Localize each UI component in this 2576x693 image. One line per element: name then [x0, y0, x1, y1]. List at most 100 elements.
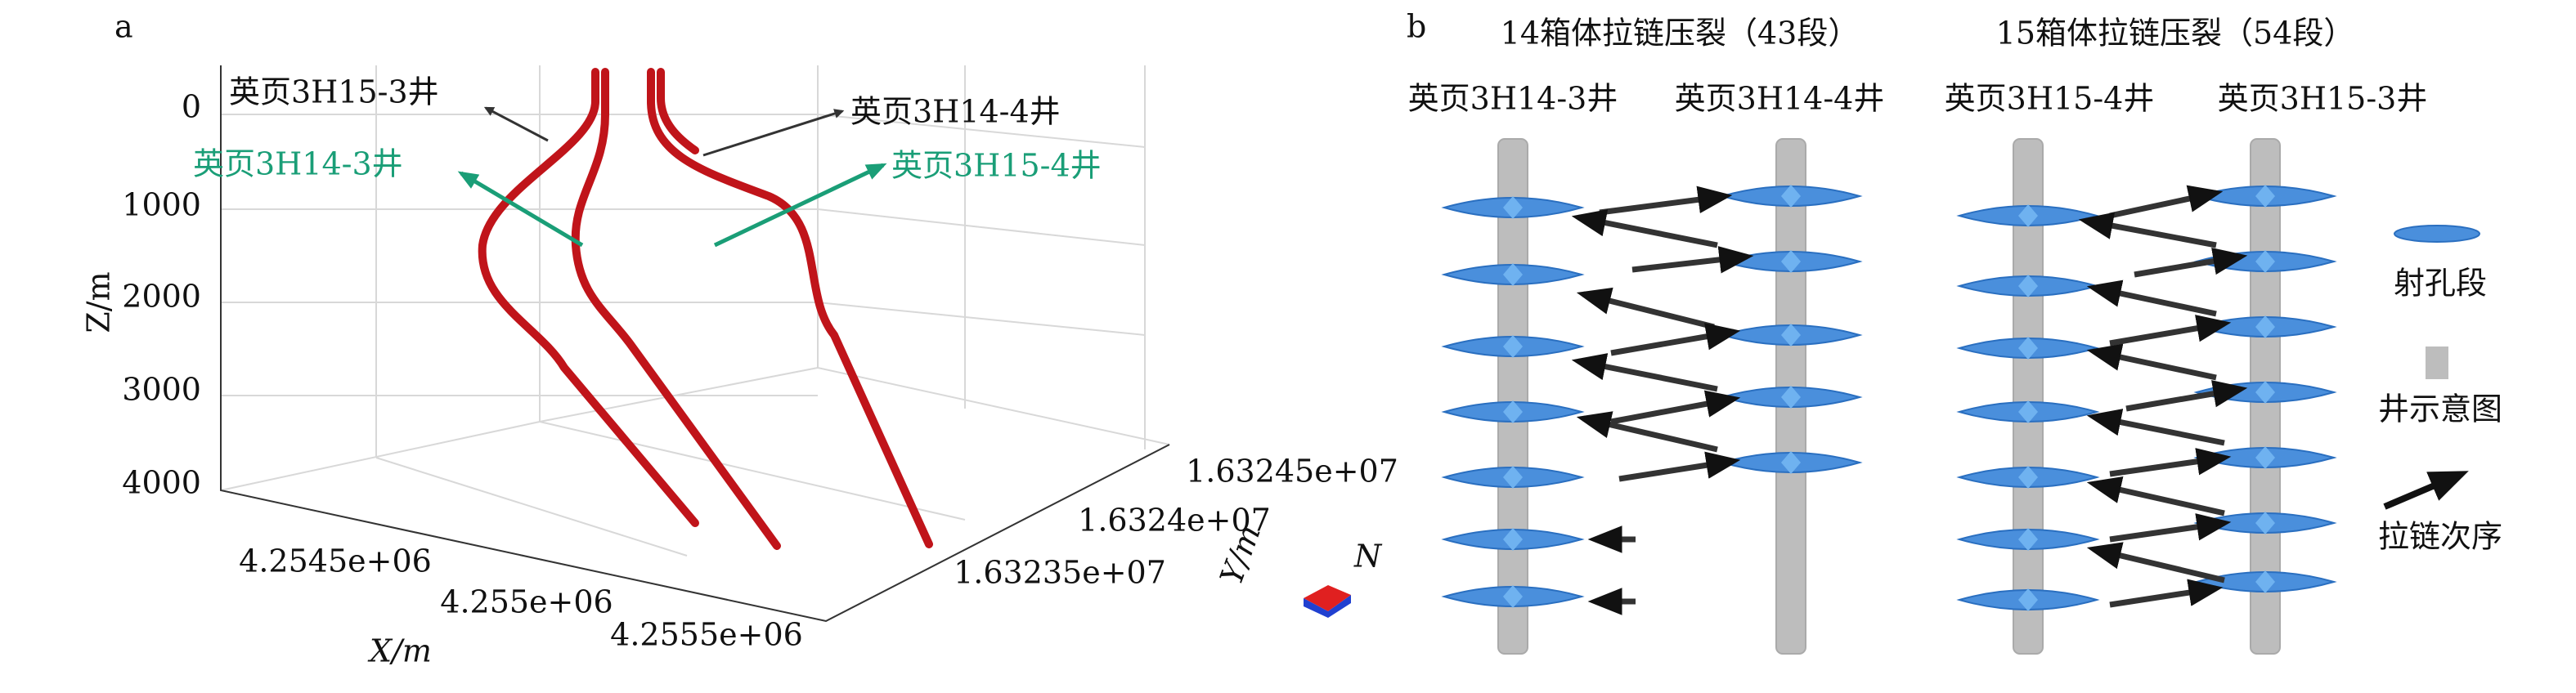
zipper-arrow	[2078, 212, 2217, 248]
perforation-core	[1503, 466, 1523, 489]
perforation-core	[1781, 185, 1801, 208]
perforation-core	[1503, 263, 1523, 286]
zipper-arrow	[1571, 209, 1718, 248]
perforation-core	[2018, 337, 2038, 360]
z-tick-label: 0	[182, 89, 201, 125]
zipper-arrow	[1576, 287, 1715, 330]
annotation: 英页3H14-4井	[850, 94, 1061, 130]
x-tick-label: 4.2545e+06	[239, 543, 432, 579]
zipper-arrow	[1610, 390, 1741, 425]
legend-perforation	[2394, 225, 2480, 243]
zipper-arrow	[2109, 513, 2232, 543]
perforation-core	[1503, 528, 1523, 551]
perforation-core	[1503, 400, 1523, 423]
legend-label: 井示意图	[2378, 391, 2502, 427]
zipper-arrows	[1571, 185, 2248, 615]
perforation-core	[2255, 185, 2275, 208]
annotation: 英页3H14-3井	[193, 146, 403, 182]
perforation-core	[2018, 204, 2038, 227]
legend: 射孔段 井示意图 拉链次序	[2378, 225, 2502, 555]
zipper-arrow	[1576, 411, 1718, 453]
perforation-core	[2018, 588, 2038, 611]
perforation-core	[2018, 400, 2038, 423]
perforation-core	[2255, 570, 2275, 593]
well-name: 英页3H15-3井	[2218, 81, 2428, 117]
x-tick-label: 4.2555e+06	[610, 617, 803, 653]
perforation-core	[1503, 196, 1523, 219]
annotation-lines	[457, 106, 887, 248]
zipper-arrow	[2109, 185, 2224, 219]
group-title: 15箱体拉链压裂（54段）	[1996, 16, 2355, 51]
x-tick-label: 4.255e+06	[440, 584, 613, 620]
north-icon	[1304, 595, 1351, 618]
perforation-core	[1781, 451, 1801, 474]
perforations	[1441, 185, 2337, 611]
zipper-arrow	[2109, 448, 2232, 477]
well-name: 英页3H14-3井	[1408, 81, 1618, 117]
zipper-arrow	[2086, 343, 2217, 381]
z-tick-label: 3000	[122, 372, 201, 408]
well	[657, 68, 699, 154]
zipper-arrow	[2125, 380, 2248, 412]
annotation: 英页3H15-4井	[891, 148, 1102, 184]
group-title: 14箱体拉链压裂（43段）	[1501, 16, 1860, 51]
zipper-arrow	[2134, 248, 2248, 278]
north-icon	[1304, 585, 1351, 611]
wells	[1497, 138, 2281, 655]
z-tick-label: 1000	[122, 187, 201, 223]
pointer	[702, 109, 845, 157]
legend-label: 射孔段	[2394, 266, 2487, 302]
panel-label: a	[114, 9, 133, 45]
perforation-core	[2255, 315, 2275, 338]
zipper-arrow	[1610, 323, 1741, 356]
pointer	[483, 106, 549, 142]
y-tick-label: 1.6324e+07	[1078, 503, 1271, 539]
perforation-core	[2255, 250, 2275, 273]
panel-b: b 14箱体拉链压裂（43段） 15箱体拉链压裂（54段） 英页3H14-3井 …	[1407, 9, 2502, 655]
well	[478, 68, 699, 527]
zipper-arrow	[1571, 353, 1718, 392]
z-tick-label: 2000	[122, 279, 201, 315]
panel-label: b	[1407, 9, 1426, 45]
zipper-arrow	[2109, 315, 2232, 346]
perforation-core	[1781, 386, 1801, 409]
panel-a: a 英页3H15-3井 英页3H14-3井 英页3H14-4井 英页3H15-4…	[81, 9, 1398, 669]
well-name: 英页3H14-4井	[1675, 81, 1885, 117]
well	[647, 68, 933, 548]
north-label: N	[1353, 539, 1383, 575]
y-tick-label: 1.63235e+07	[954, 555, 1166, 591]
perforation-core	[2255, 381, 2275, 404]
perforation-core	[1503, 335, 1523, 358]
legend-arrow	[2383, 471, 2469, 510]
zipper-arrow	[1599, 186, 1733, 216]
annotation: 英页3H15-3井	[229, 74, 439, 110]
perforation-core	[2255, 446, 2275, 469]
perforation-core	[2255, 512, 2275, 534]
z-axis-title: Z/m	[81, 271, 117, 333]
perforation-core	[2018, 528, 2038, 551]
y-tick-label: 1.63245e+07	[1186, 454, 1398, 490]
zipper-arrow	[2086, 409, 2225, 446]
pointer	[713, 163, 887, 248]
legend-well	[2426, 346, 2448, 379]
pointer	[457, 171, 584, 248]
perforation-core	[1503, 585, 1523, 608]
zipper-arrow	[2086, 476, 2225, 516]
well-bar	[2013, 138, 2044, 655]
z-tick-label: 4000	[122, 465, 201, 501]
legend-label: 拉链次序	[2378, 519, 2502, 555]
well-trajectories	[478, 68, 933, 550]
zipper-arrow	[2086, 279, 2217, 317]
zipper-arrow	[1618, 451, 1741, 482]
well	[571, 68, 781, 550]
x-axis-title: X/m	[367, 633, 432, 669]
perforation-core	[1781, 250, 1801, 273]
zipper-arrow	[2086, 542, 2225, 583]
perforation-core	[2018, 466, 2038, 489]
zipper-arrow	[1631, 246, 1754, 274]
zipper-arrow	[2109, 579, 2224, 608]
well-name: 英页3H15-4井	[1945, 81, 2155, 117]
perforation-core	[1781, 324, 1801, 346]
perforation-core	[2018, 275, 2038, 297]
